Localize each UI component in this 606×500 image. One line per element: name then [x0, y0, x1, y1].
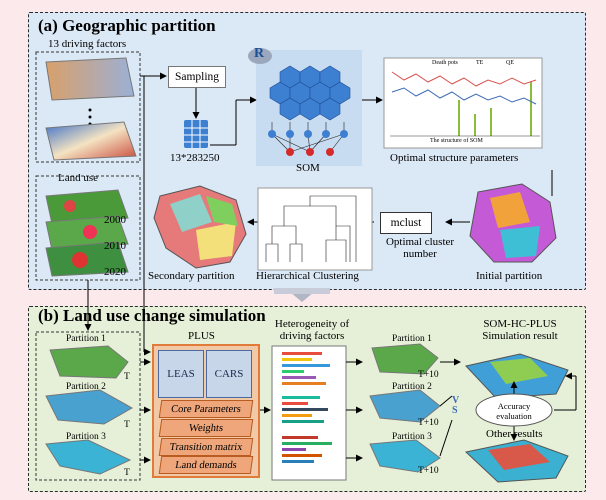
- year-2010: 2010: [104, 240, 126, 252]
- driving-factors-label: 13 driving factors: [48, 38, 127, 50]
- t-label-1: T: [124, 372, 130, 382]
- partition-1-map-t: [49, 345, 129, 379]
- structure-chart: [383, 57, 543, 149]
- chart-legend-te: TE: [476, 60, 484, 66]
- mclust-box: mclust: [380, 212, 432, 234]
- land-use-2000: [45, 189, 129, 225]
- chart-qe-line: [391, 87, 537, 105]
- partitions-group: [35, 331, 141, 481]
- som-label: SOM: [296, 162, 320, 174]
- factor-map-1: [45, 57, 135, 101]
- panel-a-title: (a) Geographic partition: [38, 16, 216, 35]
- vs-label: V S: [452, 395, 460, 416]
- chart-bars: [458, 82, 532, 136]
- t-label-3: T: [124, 468, 130, 478]
- accuracy-evaluation-label: Accuracy evaluation: [496, 401, 532, 421]
- right-partition-3-label: Partition 3: [392, 432, 432, 442]
- som-hex-grid: [269, 65, 351, 121]
- left-partition-1-label: Partition 1: [66, 334, 106, 344]
- partition-2-map-t10: [369, 389, 441, 423]
- down-arrow: [290, 292, 314, 302]
- heterogeneity-bars: [282, 352, 332, 463]
- optimal-cluster-label: Optimal cluster number: [385, 236, 455, 260]
- heterogeneity-label: Heterogeneity of driving factors: [274, 318, 350, 342]
- r-logo: R: [254, 46, 265, 61]
- driving-factors-group: [35, 51, 141, 163]
- sampling-label: Sampling: [174, 71, 220, 83]
- t10-label-3: T+10: [418, 466, 439, 476]
- leas-box: LEAS: [158, 350, 204, 398]
- som-hc-plus-label: SOM-HC-PLUS Simulation result: [482, 318, 558, 342]
- accuracy-ellipse: [475, 393, 553, 427]
- cars-box: CARS: [206, 350, 252, 398]
- hierarchical-clustering-label: Hierarchical Clustering: [256, 270, 359, 282]
- matrix-label: 13*283250: [170, 152, 220, 164]
- sampling-box: Sampling: [168, 66, 226, 88]
- panel-b-title: (b) Land use change simulation: [38, 306, 266, 325]
- chart-legend-death: Death pots: [432, 60, 458, 66]
- weights-label: Weights: [188, 422, 224, 434]
- partition-3-map-t: [45, 439, 132, 475]
- land-use-label: Land use: [58, 172, 99, 184]
- year-2020: 2020: [104, 266, 126, 278]
- cars-label: CARS: [214, 368, 244, 380]
- t-label-2: T: [124, 420, 130, 430]
- factor-map-13: [45, 121, 137, 161]
- initial-partition-label: Initial partition: [476, 270, 543, 282]
- t10-label-1: T+10: [418, 370, 439, 380]
- partition-2-map-t: [45, 389, 134, 425]
- year-2000: 2000: [104, 214, 126, 226]
- mclust-label: mclust: [390, 217, 422, 229]
- dendrogram-panel: [257, 187, 373, 271]
- partition-3-map-t10: [369, 439, 441, 473]
- chart-te-line: [391, 71, 537, 87]
- chart-xlabel: The structure of SOM: [430, 138, 483, 144]
- secondary-partition-label: Secondary partition: [148, 270, 235, 282]
- land-demands-box: Land demands: [158, 456, 254, 474]
- right-partition-2-label: Partition 2: [392, 382, 432, 392]
- heterogeneity-chart: [271, 345, 347, 481]
- leas-label: LEAS: [167, 368, 195, 380]
- land-demands-label: Land demands: [174, 459, 238, 471]
- right-partition-1-label: Partition 1: [392, 334, 432, 344]
- optimal-structure-label: Optimal structure parameters: [390, 152, 519, 164]
- core-parameters-label: Core Parameters: [170, 403, 242, 415]
- weights-box: Weights: [158, 419, 254, 437]
- plus-label: PLUS: [188, 330, 215, 342]
- transition-matrix-box: Transition matrix: [158, 438, 254, 456]
- other-results-label: Other results: [486, 428, 543, 440]
- core-parameters-box: Core Parameters: [158, 400, 254, 418]
- transition-matrix-label: Transition matrix: [168, 441, 244, 453]
- partition-1-map-t10: [371, 343, 439, 375]
- dendrogram: [265, 195, 357, 262]
- left-partition-2-label: Partition 2: [66, 382, 106, 392]
- chart-legend-qe: QE: [506, 60, 514, 66]
- matrix-icon: [184, 120, 208, 148]
- t10-label-2: T+10: [418, 418, 439, 428]
- left-partition-3-label: Partition 3: [66, 432, 106, 442]
